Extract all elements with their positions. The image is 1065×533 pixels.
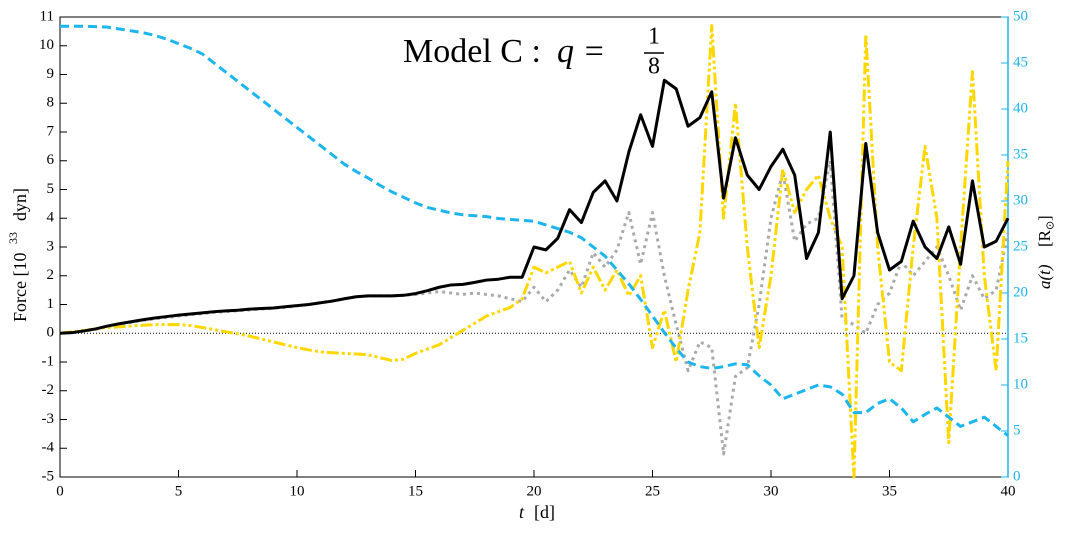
x-tick-label: 15 [408, 483, 423, 499]
x-tick-label: 20 [527, 483, 542, 499]
y2-axis-label-close: ] [1035, 215, 1054, 221]
y-axis-label-exponent: 33 [6, 232, 20, 244]
y2-tick-label: 30 [1013, 192, 1028, 208]
y-tick-label: -2 [42, 382, 55, 398]
chart-title-math: q = [557, 33, 605, 70]
x-tick-label: 0 [56, 483, 64, 499]
y-tick-label: -3 [42, 411, 55, 427]
y2-tick-label: 40 [1013, 100, 1028, 116]
y2-tick-label: 35 [1013, 146, 1028, 162]
chart-title: Model C : [403, 33, 541, 70]
y-tick-label: 3 [47, 238, 55, 254]
y-tick-label: 11 [40, 8, 54, 24]
y-tick-label: 9 [47, 66, 55, 82]
series-line [59, 78, 1010, 335]
y-axis-label: Force [10 [10, 253, 30, 322]
x-tick-label: 35 [882, 483, 897, 499]
x-axis-label-unit: [d] [534, 502, 555, 522]
y-tick-label: -1 [42, 353, 55, 369]
y2-axis-label: a(t) [1035, 264, 1054, 289]
x-tick-label: 5 [175, 483, 183, 499]
y2-axis-label-sub: ⊙ [1045, 221, 1057, 230]
y-tick-label: -5 [42, 468, 55, 484]
y-tick-label: 6 [47, 152, 55, 168]
series-line [60, 24, 1009, 437]
y-tick-label: 2 [47, 267, 55, 283]
y-tick-label: 1 [47, 296, 55, 312]
y2-tick-label: 15 [1013, 330, 1028, 346]
title-denominator: 8 [648, 54, 660, 80]
y2-tick-label: 5 [1013, 422, 1021, 438]
y-tick-label: -4 [42, 440, 55, 456]
x-tick-label: 10 [290, 483, 305, 499]
y2-tick-label: 50 [1013, 8, 1028, 24]
y-tick-label: 8 [47, 95, 55, 111]
y2-tick-label: 45 [1013, 54, 1028, 70]
y-tick-label: 4 [47, 210, 55, 226]
y2-tick-label: 20 [1013, 284, 1028, 300]
x-axis-label: t [519, 502, 525, 522]
x-tick-label: 30 [764, 483, 779, 499]
y2-axis-label-unit: [R [1035, 229, 1054, 247]
y-tick-label: 5 [47, 181, 55, 197]
y-tick-label: 7 [47, 123, 55, 139]
series-line [59, 24, 1010, 479]
title-numerator: 1 [648, 24, 660, 50]
y2-tick-label: 0 [1013, 468, 1021, 484]
y-tick-label: 0 [47, 325, 55, 341]
y2-tick-label: 25 [1013, 238, 1028, 254]
y-axis-label-unit: dyn] [10, 188, 30, 221]
series-line [59, 159, 1010, 456]
x-tick-label: 40 [1001, 483, 1016, 499]
y2-tick-label: 10 [1013, 376, 1028, 392]
x-tick-label: 25 [645, 483, 660, 499]
y-tick-label: 10 [39, 37, 54, 53]
